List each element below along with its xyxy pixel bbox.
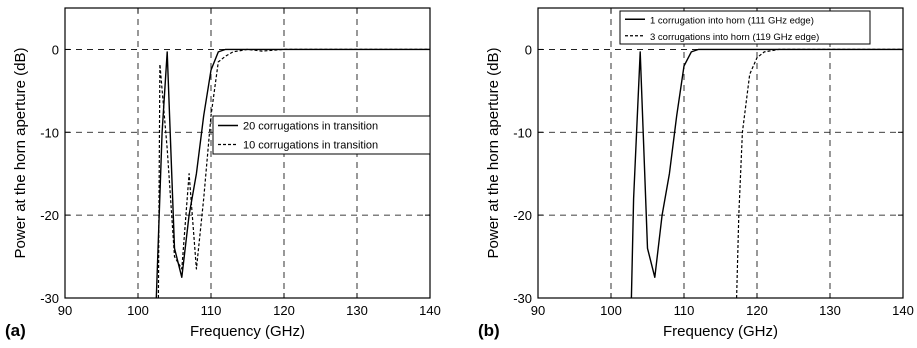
series-line-1 [630,48,903,299]
legend-box [212,115,431,155]
series-line-2 [157,48,430,299]
legend-label-1: 1 corrugation into horn (111 GHz edge) [650,15,814,26]
y-tick-label: 0 [52,42,59,57]
y-tick-label: -20 [513,208,532,223]
x-tick-label: 100 [600,303,622,318]
x-tick-label: 90 [531,303,545,318]
legend-label-2: 3 corrugations into horn (119 GHz edge) [650,32,819,43]
x-tick-label: 120 [273,303,295,318]
legend-label-1: 20 corrugations in transition [243,121,378,133]
x-axis-label: Frequency (GHz) [663,323,778,340]
legend-box [619,10,871,45]
series-line-1 [155,48,430,299]
y-axis-label: Power at the horn aperture (dB) [485,48,502,259]
x-tick-label: 130 [819,303,841,318]
x-axis-label: Frequency (GHz) [190,323,305,340]
series-line-2 [736,48,903,299]
y-tick-label: -10 [513,125,532,140]
plot-frame [537,7,904,299]
y-tick-label: -30 [513,291,532,306]
y-tick-label: -30 [40,291,59,306]
x-tick-label: 100 [127,303,149,318]
x-tick-label: 130 [346,303,368,318]
legend-label-2: 10 corrugations in transition [243,140,378,152]
panel-label: (b) [478,321,500,340]
x-tick-label: 140 [419,303,441,318]
x-tick-label: 90 [58,303,72,318]
y-tick-label: -10 [40,125,59,140]
y-tick-label: 0 [525,42,532,57]
x-tick-label: 110 [201,303,222,318]
x-tick-label: 120 [746,303,768,318]
x-tick-label: 110 [674,303,695,318]
panel-label: (a) [5,321,26,340]
y-tick-label: -20 [40,208,59,223]
x-tick-label: 140 [892,303,914,318]
y-axis-label: Power at the horn aperture (dB) [12,48,29,259]
